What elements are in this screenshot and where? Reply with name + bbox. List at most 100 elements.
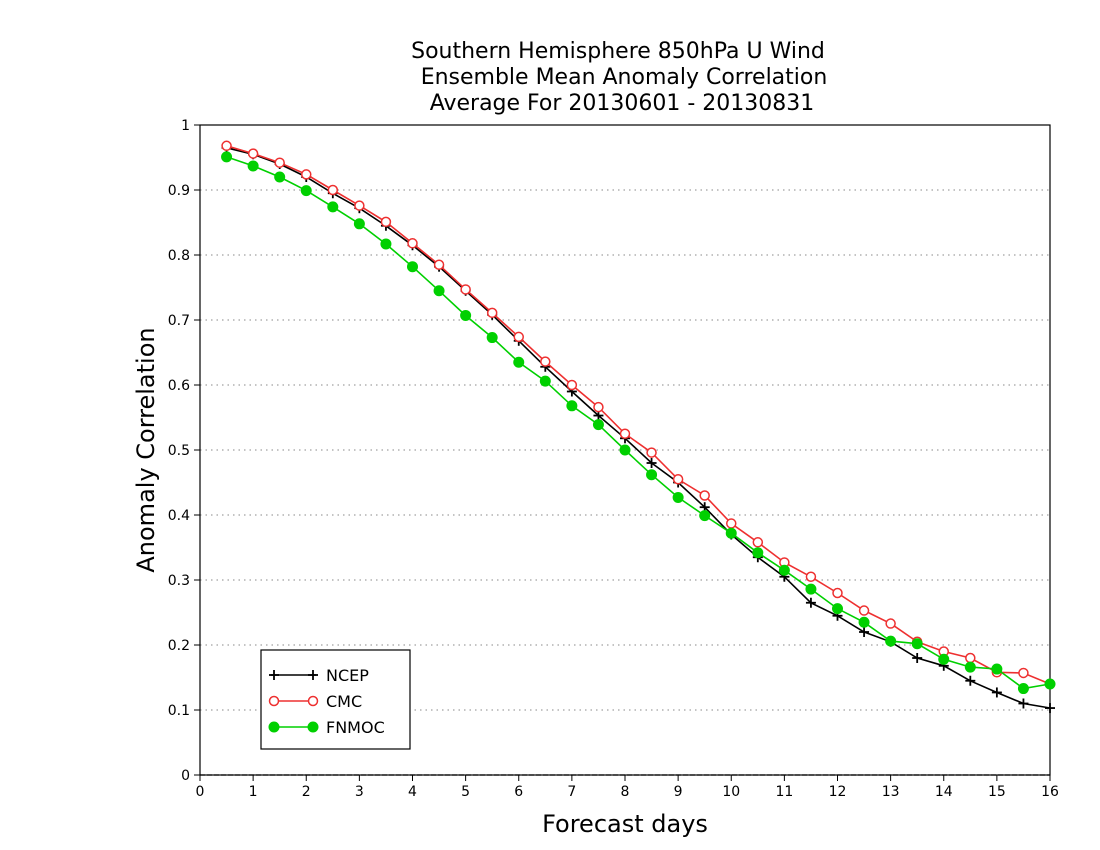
point-cmc [354, 200, 365, 211]
x-tick-label: 3 [355, 784, 364, 800]
point-fnmoc [221, 151, 233, 163]
legend-item-fnmoc: FNMOC [268, 718, 385, 737]
title-line-1: Southern Hemisphere 850hPa U Wind [411, 39, 825, 64]
series-ncep [221, 142, 1055, 714]
point-fnmoc [832, 603, 843, 615]
y-tick-label: 0.2 [168, 638, 190, 654]
point-ncep [805, 597, 816, 608]
x-tick-label: 13 [882, 784, 900, 800]
point-ncep [912, 653, 923, 663]
point-ncep [965, 675, 976, 686]
series-cmc [221, 140, 1056, 690]
y-tick-label: 0 [181, 768, 190, 784]
point-cmc [593, 401, 604, 413]
point-cmc [433, 259, 445, 270]
point-fnmoc [486, 332, 498, 344]
point-fnmoc [964, 661, 976, 673]
point-fnmoc [805, 583, 817, 595]
x-axis-label: Forecast days [542, 810, 708, 838]
point-fnmoc [672, 491, 684, 503]
series-line-fnmoc [226, 156, 1051, 690]
x-tick-label: 8 [621, 784, 630, 800]
y-tick-label: 0.9 [168, 183, 190, 199]
point-ncep [859, 627, 870, 637]
point-fnmoc [1017, 683, 1029, 695]
legend-label-fnmoc: FNMOC [326, 718, 385, 737]
point-fnmoc [699, 510, 711, 522]
legend-item-ncep: NCEP [269, 666, 369, 685]
point-cmc [672, 474, 684, 485]
x-tick-label: 2 [302, 784, 311, 800]
point-fnmoc [274, 171, 286, 183]
point-cmc [513, 331, 524, 343]
y-tick-label: 0.7 [168, 313, 190, 329]
point-cmc [646, 447, 657, 458]
y-tick-label: 0.8 [168, 248, 190, 264]
point-cmc [407, 238, 418, 249]
y-tick-label: 1 [181, 118, 190, 134]
legend-marker [268, 695, 280, 707]
point-cmc [832, 587, 843, 599]
x-tick-label: 14 [935, 784, 953, 800]
legend-items: NCEP CMC FNMOC [268, 666, 385, 737]
y-axis: 0 0.1 0.2 0.3 0.4 0.5 0.6 0.7 0.8 0.9 1 [168, 118, 200, 784]
series-fnmoc [221, 151, 1056, 695]
y-tick-label: 0.3 [168, 573, 190, 589]
x-tick-label: 5 [461, 784, 470, 800]
point-cmc [805, 571, 817, 582]
point-cmc [274, 157, 285, 168]
point-fnmoc [300, 185, 312, 197]
point-fnmoc [566, 400, 578, 412]
point-fnmoc [991, 663, 1003, 675]
point-fnmoc [885, 635, 897, 647]
point-cmc [247, 148, 259, 159]
x-tick-label: 1 [249, 784, 258, 800]
legend: NCEP CMC FNMOC [260, 649, 411, 750]
point-fnmoc [778, 564, 790, 576]
point-fnmoc [327, 201, 339, 213]
point-fnmoc [513, 356, 525, 368]
y-axis-label: Anomaly Correlation [132, 327, 160, 572]
point-fnmoc [911, 638, 923, 650]
legend-label-cmc: CMC [326, 692, 362, 711]
title-line-2: Ensemble Mean Anomaly Correlation [421, 65, 828, 90]
point-fnmoc [752, 547, 764, 559]
point-fnmoc [1044, 678, 1056, 690]
x-axis: 0 1 2 3 4 5 6 7 8 9 10 11 12 13 14 15 16 [196, 774, 1059, 800]
title-line-3: Average For 20130601 - 20130831 [430, 91, 815, 116]
point-cmc [885, 618, 896, 629]
point-cmc [858, 605, 870, 616]
chart-title: Southern Hemisphere 850hPa U Wind Ensemb… [411, 39, 827, 116]
point-ncep [991, 687, 1002, 698]
point-cmc [699, 490, 710, 501]
x-tick-label: 16 [1041, 784, 1059, 800]
point-ncep [1018, 698, 1029, 709]
point-cmc [460, 284, 471, 295]
point-fnmoc [858, 616, 870, 628]
point-cmc [1018, 667, 1029, 679]
legend-item-cmc: CMC [268, 692, 362, 711]
point-cmc [301, 169, 312, 180]
x-tick-label: 4 [408, 784, 417, 800]
x-tick-label: 7 [567, 784, 576, 800]
point-fnmoc [380, 238, 392, 250]
point-ncep [1045, 703, 1055, 714]
legend-marker [308, 670, 318, 680]
point-cmc [327, 184, 339, 196]
point-fnmoc [592, 419, 604, 431]
point-cmc [486, 307, 498, 319]
legend-marker [307, 721, 319, 733]
point-cmc [619, 428, 631, 439]
point-ncep [646, 458, 657, 468]
point-cmc [380, 216, 392, 228]
x-tick-label: 6 [514, 784, 523, 800]
series-line-ncep [226, 147, 1051, 709]
point-fnmoc [460, 309, 472, 321]
point-fnmoc [353, 218, 365, 230]
point-fnmoc [433, 285, 445, 297]
y-tick-label: 0.5 [168, 443, 190, 459]
legend-label-ncep: NCEP [326, 666, 369, 685]
x-tick-label: 11 [775, 784, 793, 800]
series-line-cmc [226, 145, 1051, 685]
